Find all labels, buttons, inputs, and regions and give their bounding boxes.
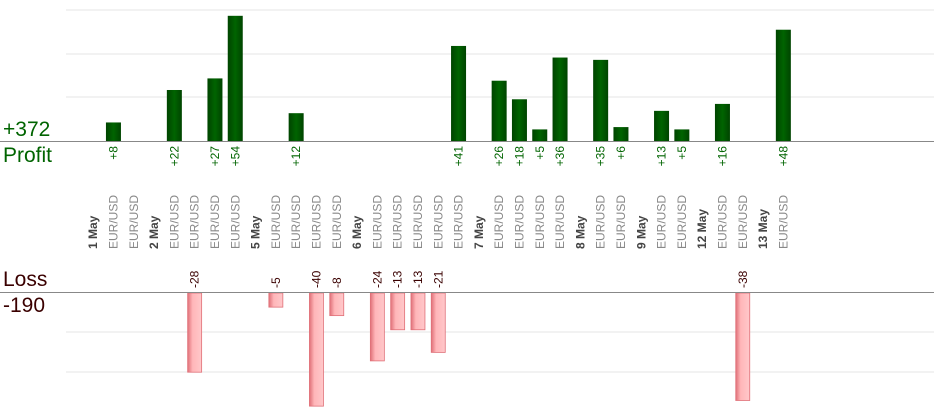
pair-label: EUR/USD — [452, 195, 466, 249]
loss-value-label: -13 — [411, 270, 425, 288]
pair-label: EUR/USD — [391, 195, 405, 249]
profit-bar — [288, 113, 304, 141]
profit-bar — [714, 103, 730, 141]
date-label: 12 May — [695, 209, 709, 249]
date-label: 13 May — [756, 209, 770, 249]
profit-bar — [532, 129, 548, 141]
pair-label: EUR/USD — [106, 195, 120, 249]
profit-value-label: +22 — [167, 146, 181, 167]
profit-value-label: +16 — [715, 146, 729, 167]
loss-value-label: -40 — [309, 270, 323, 288]
pair-label: EUR/USD — [370, 195, 384, 249]
pair-label: EUR/USD — [492, 195, 506, 249]
profit-bar — [593, 59, 609, 141]
loss-value-label: -38 — [736, 270, 750, 288]
profit-value-label: +41 — [452, 146, 466, 167]
loss-value-label: -21 — [431, 270, 445, 288]
pair-label: EUR/USD — [553, 195, 567, 249]
pair-label: EUR/USD — [289, 195, 303, 249]
pair-label: EUR/USD — [228, 195, 242, 249]
profit-bar — [166, 89, 182, 141]
profit-value-label: +8 — [106, 146, 120, 160]
profit-bar — [613, 127, 629, 141]
pair-label: EUR/USD — [127, 195, 141, 249]
pair-label: EUR/USD — [167, 195, 181, 249]
profit-bar — [775, 29, 791, 141]
profit-value-label: +27 — [208, 146, 222, 167]
date-label: 8 May — [573, 215, 587, 249]
date-label: 9 May — [634, 215, 648, 249]
pair-label: EUR/USD — [208, 195, 222, 249]
profit-bar — [674, 129, 690, 141]
pair-label: EUR/USD — [188, 195, 202, 249]
loss-total: -190 — [3, 294, 46, 317]
category-labels: 1 May EUR/USD EUR/USD 2 May EUR/USD EUR/USD EU… — [86, 195, 790, 249]
loss-value-label: -13 — [391, 270, 405, 288]
loss-value-label: -8 — [330, 277, 344, 288]
profit-bar — [511, 99, 527, 141]
axes — [0, 141, 934, 293]
pair-label: EUR/USD — [715, 195, 729, 249]
loss-bar — [735, 292, 751, 401]
profit-value-label: +54 — [228, 146, 242, 167]
loss-bar — [268, 292, 284, 308]
profit-bar — [207, 78, 223, 141]
loss-bar — [430, 292, 446, 353]
profit-bar — [654, 110, 670, 141]
profit-bar — [227, 15, 243, 142]
profit-bars — [105, 15, 791, 142]
loss-bar — [187, 292, 203, 373]
profit-bar — [451, 45, 467, 141]
pair-label: EUR/USD — [655, 195, 669, 249]
profit-value-label: +18 — [512, 146, 526, 167]
pair-label: EUR/USD — [269, 195, 283, 249]
date-label: 5 May — [249, 215, 263, 249]
loss-bar — [329, 292, 345, 317]
pair-label: EUR/USD — [736, 195, 750, 249]
profit-value-label: +26 — [492, 146, 506, 167]
pair-label: EUR/USD — [431, 195, 445, 249]
profit-bar — [552, 57, 568, 141]
loss-bar — [369, 292, 385, 362]
pair-label: EUR/USD — [533, 195, 547, 249]
pair-label: EUR/USD — [330, 195, 344, 249]
loss-value-label: -5 — [269, 277, 283, 288]
loss-bar — [309, 292, 324, 407]
loss-value-label: -24 — [370, 270, 384, 288]
profit-bar — [491, 80, 507, 141]
profit-value-label: +48 — [776, 146, 790, 167]
profit-value-label: +6 — [614, 146, 628, 160]
value-labels: +8 +22 -28 +27 +54 -5 +12 -40 -8 -24 -13 -13 -21 +41 +… — [106, 146, 790, 288]
date-label: 2 May — [147, 215, 161, 249]
loss-bars — [187, 292, 751, 407]
pair-label: EUR/USD — [675, 195, 689, 249]
profit-value-label: +13 — [655, 146, 669, 167]
loss-value-label: -28 — [188, 270, 202, 288]
profit-value-label: +36 — [553, 146, 567, 167]
date-label: 1 May — [86, 215, 100, 249]
profit-value-label: +12 — [289, 146, 303, 167]
loss-bar — [390, 292, 406, 331]
pair-label: EUR/USD — [594, 195, 608, 249]
profit-label: Profit — [3, 144, 53, 167]
loss-bar — [410, 292, 426, 331]
pair-label: EUR/USD — [309, 195, 323, 249]
pair-label: EUR/USD — [776, 195, 790, 249]
pair-label: EUR/USD — [614, 195, 628, 249]
profit-bar — [105, 122, 121, 141]
pair-label: EUR/USD — [512, 195, 526, 249]
loss-label: Loss — [3, 268, 48, 291]
profit-value-label: +5 — [675, 146, 689, 160]
profit-value-label: +35 — [594, 146, 608, 167]
date-label: 7 May — [472, 215, 486, 249]
pair-label: EUR/USD — [411, 195, 425, 249]
profit-total: +372 — [3, 118, 51, 141]
profit-value-label: +5 — [533, 146, 547, 160]
date-label: 6 May — [350, 215, 364, 249]
